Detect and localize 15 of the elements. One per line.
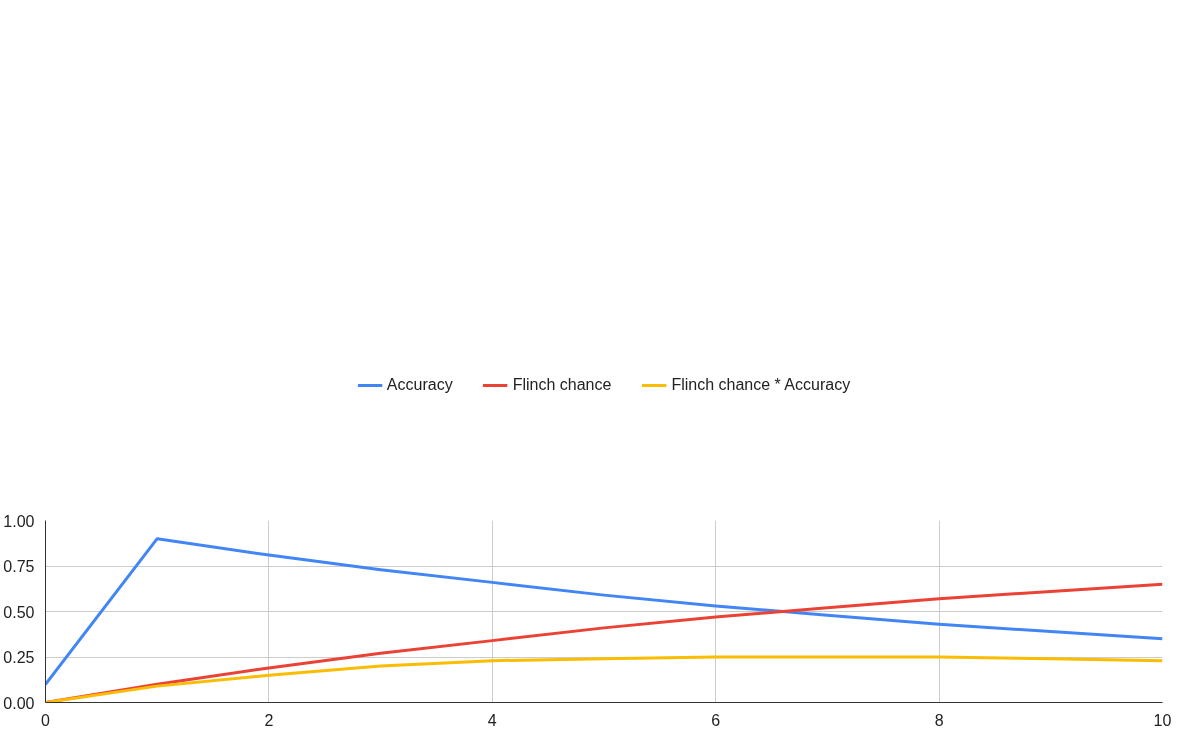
y-tick-label: 0.25 <box>3 649 35 666</box>
x-tick-label: 0 <box>41 711 51 729</box>
x-tick-label: 10 <box>1153 711 1172 729</box>
y-tick-label: 1.00 <box>3 512 35 530</box>
y-tick-label: 0.75 <box>3 558 35 575</box>
legend-label: Flinch chance * Accuracy <box>671 376 851 394</box>
legend-label: Accuracy <box>386 376 453 394</box>
legend-label: Flinch chance <box>512 376 612 394</box>
x-tick-label: 6 <box>711 711 721 729</box>
x-tick-label: 2 <box>264 711 274 729</box>
line-series <box>45 537 1163 686</box>
x-tick-label: 8 <box>934 711 944 729</box>
y-tick-label: 0.00 <box>3 694 35 712</box>
y-tick-label: 0.50 <box>3 603 35 621</box>
x-tick-label: 4 <box>487 711 497 729</box>
